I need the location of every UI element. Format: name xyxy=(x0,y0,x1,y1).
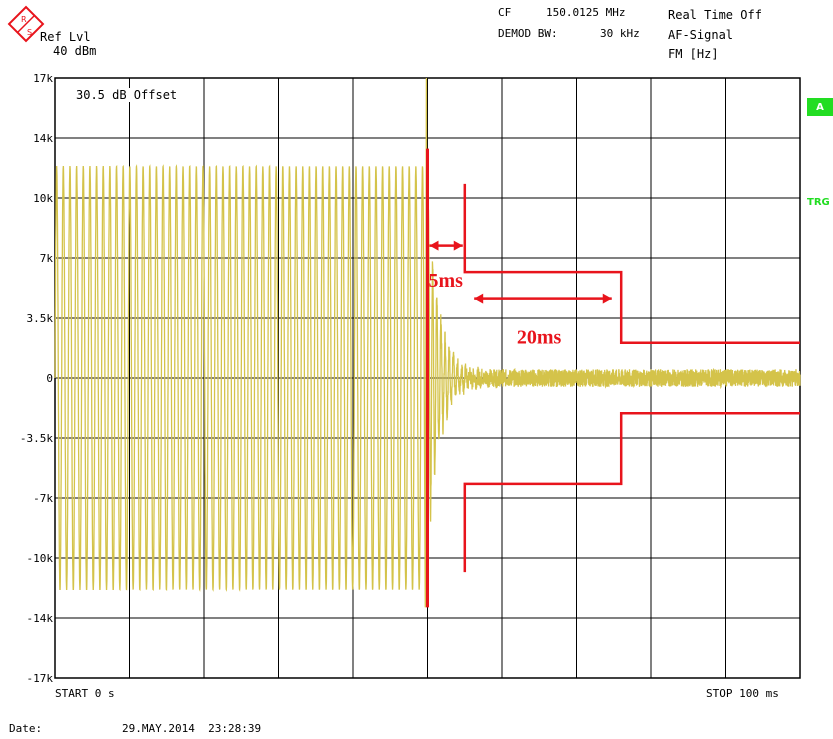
y-tick-label: -14k xyxy=(27,612,54,625)
demod-bw-value: 30 kHz xyxy=(600,27,640,40)
fm-trace-line xyxy=(54,77,801,608)
interval-label-5ms: 5ms xyxy=(429,270,464,292)
limit-mask xyxy=(426,148,800,608)
arrowhead-left xyxy=(429,240,439,251)
arrowhead-right xyxy=(453,240,463,251)
stop-label: STOP 100 ms xyxy=(706,687,779,700)
realtime-status: Real Time Off xyxy=(668,8,762,22)
af-signal-label: AF-Signal xyxy=(668,28,734,42)
y-tick-label: -17k xyxy=(27,672,54,685)
y-tick-label: 17k xyxy=(33,72,53,85)
date-value: 29.MAY.2014 23:28:39 xyxy=(122,722,262,735)
cf-value: 150.0125 MHz xyxy=(546,6,626,19)
fm-trace xyxy=(54,77,801,608)
start-label: START 0 s xyxy=(55,687,115,700)
fm-time-domain-chart: 17k 14k 10k 7k 3.5k 0 -3.5k -7k -10k -14k -17k 5ms… xyxy=(20,72,801,685)
cf-label: CF xyxy=(498,6,512,19)
svg-text:R: R xyxy=(21,15,27,24)
y-tick-label: -3.5k xyxy=(20,432,53,445)
trace-a-badge: A xyxy=(807,98,833,116)
y-tick-label: 3.5k xyxy=(27,312,54,325)
interval-label-20ms: 20ms xyxy=(517,326,562,348)
svg-text:S: S xyxy=(27,28,32,37)
offset-label: 30.5 dB Offset xyxy=(76,88,200,102)
date-label: Date: xyxy=(9,722,43,735)
y-tick-label: 7k xyxy=(40,252,54,265)
ref-level-value: 40 dBm xyxy=(53,44,97,58)
upper-limit-line xyxy=(463,183,800,344)
y-tick-label: -10k xyxy=(27,552,54,565)
y-axis-tick-labels: 17k 14k 10k 7k 3.5k 0 -3.5k -7k -10k -14k -17k xyxy=(20,72,53,685)
trigger-indicator: TRG xyxy=(807,197,830,208)
y-tick-label: -7k xyxy=(33,492,53,505)
rohde-schwarz-logo: R S xyxy=(7,5,45,43)
y-tick-label: 10k xyxy=(33,192,53,205)
fm-unit-label: FM [Hz] xyxy=(668,47,719,61)
y-tick-label: 0 xyxy=(46,372,53,385)
arrowhead-left xyxy=(474,293,484,304)
interval-annotations: 5ms 20ms xyxy=(429,240,612,348)
arrowhead-right xyxy=(602,293,612,304)
y-tick-label: 14k xyxy=(33,132,53,145)
ref-level-label: Ref Lvl xyxy=(40,30,91,44)
lower-limit-line xyxy=(463,412,800,573)
demod-bw-label: DEMOD BW: xyxy=(498,27,558,40)
